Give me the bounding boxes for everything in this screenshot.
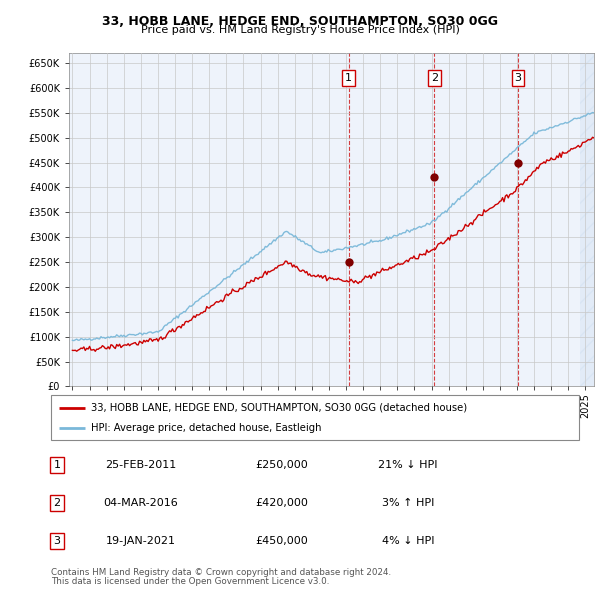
Text: 4% ↓ HPI: 4% ↓ HPI: [382, 536, 434, 546]
Text: 25-FEB-2011: 25-FEB-2011: [106, 460, 176, 470]
Text: Contains HM Land Registry data © Crown copyright and database right 2024.: Contains HM Land Registry data © Crown c…: [51, 568, 391, 576]
Text: 33, HOBB LANE, HEDGE END, SOUTHAMPTON, SO30 0GG (detached house): 33, HOBB LANE, HEDGE END, SOUTHAMPTON, S…: [91, 403, 467, 412]
Text: 1: 1: [53, 460, 61, 470]
Text: This data is licensed under the Open Government Licence v3.0.: This data is licensed under the Open Gov…: [51, 577, 329, 586]
Text: Price paid vs. HM Land Registry's House Price Index (HPI): Price paid vs. HM Land Registry's House …: [140, 25, 460, 35]
Text: 2: 2: [431, 73, 438, 83]
Text: 3: 3: [53, 536, 61, 546]
Text: 21% ↓ HPI: 21% ↓ HPI: [378, 460, 438, 470]
Text: £420,000: £420,000: [256, 498, 308, 508]
Text: 33, HOBB LANE, HEDGE END, SOUTHAMPTON, SO30 0GG: 33, HOBB LANE, HEDGE END, SOUTHAMPTON, S…: [102, 15, 498, 28]
Text: £250,000: £250,000: [256, 460, 308, 470]
Text: £450,000: £450,000: [256, 536, 308, 546]
Text: 04-MAR-2016: 04-MAR-2016: [104, 498, 178, 508]
Text: 2: 2: [53, 498, 61, 508]
Text: 3% ↑ HPI: 3% ↑ HPI: [382, 498, 434, 508]
Bar: [580, 53, 600, 386]
Text: 3: 3: [514, 73, 521, 83]
Text: 1: 1: [345, 73, 352, 83]
Text: HPI: Average price, detached house, Eastleigh: HPI: Average price, detached house, East…: [91, 424, 321, 434]
Text: 19-JAN-2021: 19-JAN-2021: [106, 536, 176, 546]
